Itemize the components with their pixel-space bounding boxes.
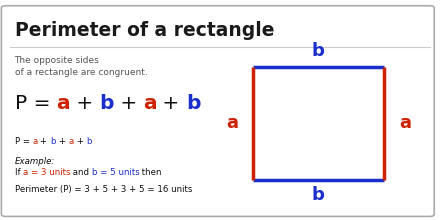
Text: Perimeter of a rectangle: Perimeter of a rectangle bbox=[15, 21, 274, 40]
Text: +: + bbox=[70, 94, 99, 113]
Text: +: + bbox=[37, 137, 50, 146]
Text: a: a bbox=[68, 137, 73, 146]
Text: +: + bbox=[157, 94, 186, 113]
Text: a = 3 units: a = 3 units bbox=[23, 169, 70, 178]
Text: b: b bbox=[99, 94, 114, 113]
Text: P =: P = bbox=[15, 94, 56, 113]
Text: a: a bbox=[32, 137, 37, 146]
Text: If: If bbox=[15, 169, 23, 178]
Text: b: b bbox=[312, 186, 325, 204]
Text: +: + bbox=[73, 137, 86, 146]
Text: b: b bbox=[50, 137, 55, 146]
Text: b: b bbox=[186, 94, 200, 113]
Text: then: then bbox=[139, 169, 161, 178]
Text: a: a bbox=[399, 114, 411, 132]
Text: b: b bbox=[86, 137, 92, 146]
Text: +: + bbox=[55, 137, 68, 146]
Text: a: a bbox=[56, 94, 70, 113]
Text: a: a bbox=[143, 94, 157, 113]
Text: b: b bbox=[312, 42, 325, 60]
Text: b = 5 units: b = 5 units bbox=[92, 169, 139, 178]
FancyBboxPatch shape bbox=[1, 6, 434, 216]
Text: +: + bbox=[114, 94, 143, 113]
Text: Perimeter (P) = 3 + 5 + 3 + 5 = 16 units: Perimeter (P) = 3 + 5 + 3 + 5 = 16 units bbox=[15, 185, 192, 194]
Text: P =: P = bbox=[15, 137, 33, 146]
Text: The opposite sides
of a rectangle are congruent.: The opposite sides of a rectangle are co… bbox=[15, 56, 147, 77]
Text: and: and bbox=[70, 169, 92, 178]
Text: Example:: Example: bbox=[15, 157, 55, 166]
Text: a: a bbox=[226, 114, 238, 132]
